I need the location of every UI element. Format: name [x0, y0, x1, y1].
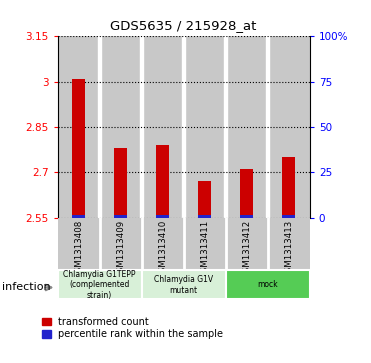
Text: GSM1313408: GSM1313408 [74, 219, 83, 278]
Bar [182, 36, 186, 218]
Bar [268, 218, 310, 270]
Bar [198, 215, 211, 218]
Text: Chlamydia G1V
mutant: Chlamydia G1V mutant [154, 275, 213, 295]
Text: GSM1313409: GSM1313409 [116, 219, 125, 277]
Bar [268, 36, 310, 218]
Bar [142, 270, 226, 299]
Text: GSM1313411: GSM1313411 [200, 219, 209, 278]
Legend: transformed count, percentile rank within the sample: transformed count, percentile rank withi… [42, 317, 223, 339]
Bar [142, 218, 184, 270]
Text: mock: mock [257, 281, 278, 289]
Bar [58, 36, 99, 218]
Bar [114, 215, 127, 218]
Text: GSM1313412: GSM1313412 [242, 219, 251, 278]
Bar [156, 215, 169, 218]
Bar [282, 157, 295, 218]
Bar [226, 218, 268, 270]
Bar [140, 36, 143, 218]
Bar [142, 36, 184, 218]
Bar [58, 270, 142, 299]
Bar [98, 36, 101, 218]
Text: infection: infection [2, 282, 50, 293]
Bar [240, 215, 253, 218]
Bar [156, 145, 169, 218]
Text: GSM1313410: GSM1313410 [158, 219, 167, 278]
Bar [72, 215, 85, 218]
Bar [226, 36, 268, 218]
Bar [58, 218, 99, 270]
Title: GDS5635 / 215928_at: GDS5635 / 215928_at [111, 19, 257, 32]
Bar [224, 36, 227, 218]
Bar [99, 218, 142, 270]
Bar [184, 218, 226, 270]
Bar [72, 79, 85, 218]
Bar [226, 270, 310, 299]
Bar [282, 215, 295, 218]
Bar [99, 36, 142, 218]
Bar [184, 36, 226, 218]
Bar [198, 182, 211, 218]
Bar [114, 148, 127, 218]
Bar [266, 36, 269, 218]
Text: Chlamydia G1TEPP
(complemented
strain): Chlamydia G1TEPP (complemented strain) [63, 270, 136, 300]
Text: GSM1313413: GSM1313413 [284, 219, 293, 278]
Bar [240, 170, 253, 218]
